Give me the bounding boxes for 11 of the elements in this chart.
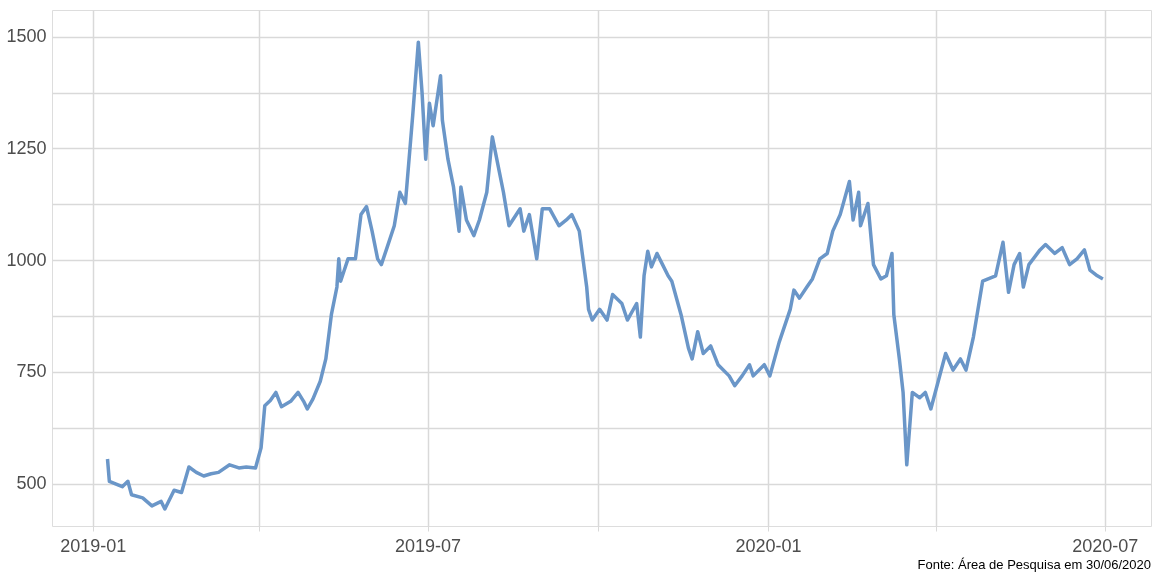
source-note: Fonte: Área de Pesquisa em 30/06/2020 bbox=[917, 557, 1151, 572]
y-tick-label: 500 bbox=[16, 473, 47, 494]
y-tick-label: 750 bbox=[16, 361, 47, 382]
x-tick-label: 2020-07 bbox=[1072, 535, 1139, 556]
y-tick-label: 1500 bbox=[6, 26, 47, 47]
y-tick-label: 1000 bbox=[6, 249, 47, 270]
x-tick-label: 2019-01 bbox=[60, 535, 127, 556]
y-tick-label: 1250 bbox=[6, 137, 47, 158]
line-series bbox=[105, 40, 1105, 511]
x-tick-label: 2020-01 bbox=[735, 535, 802, 556]
x-tick-label: 2019-07 bbox=[395, 535, 462, 556]
